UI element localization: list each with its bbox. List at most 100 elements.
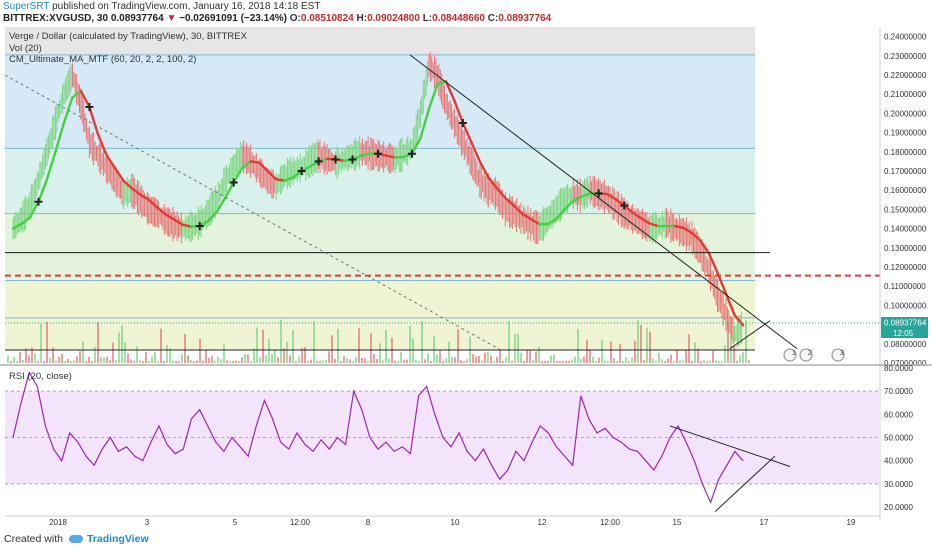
volume-bar (61, 353, 63, 363)
time-axis[interactable]: 2018 3 5 12:00 8 10 12 12:00 15 17 19 (49, 518, 856, 527)
volume-bar (142, 360, 144, 363)
volume-bar (199, 338, 201, 363)
volume-bar (475, 356, 477, 363)
volume-bar (268, 339, 270, 363)
fib-top-band (5, 27, 755, 55)
volume-bar (502, 360, 504, 363)
ma-segment-down (444, 80, 456, 102)
volume-bar (7, 355, 9, 363)
rsi-tick-label: 70.0000 (884, 387, 913, 396)
volume-bar (367, 360, 369, 363)
volume-bar (271, 353, 273, 363)
volume-bar (490, 355, 492, 363)
volume-bar (433, 335, 435, 363)
low-value: 0.08448660 (432, 13, 485, 24)
volume-bar (604, 360, 606, 363)
volume-bar (307, 360, 309, 363)
event-flag-icon[interactable] (799, 348, 813, 362)
ma-segment-down (512, 204, 524, 216)
volume-bar (400, 351, 402, 363)
time-tick-label: 12 (538, 518, 547, 527)
ma-segment-down (266, 169, 278, 181)
author-link[interactable]: SuperSRT (3, 1, 50, 12)
volume-bar (160, 328, 162, 363)
volume-bar (286, 341, 288, 363)
volume-bar (289, 355, 291, 363)
volume-bar (157, 360, 159, 363)
price-change: −0.02691091 (−23.14%) (179, 13, 287, 24)
current-price-text: 0.08937764 (884, 319, 927, 328)
volume-bar (358, 328, 360, 363)
rsi-legend: RSI (20, close) (9, 371, 72, 382)
open-label: O: (289, 13, 301, 24)
symbol-label: BITTREX:XVGUSD, 30 (3, 13, 109, 24)
volume-bar (16, 360, 18, 363)
volume-bar (202, 360, 204, 363)
rsi-tick-label: 20.0000 (884, 503, 913, 512)
volume-bar (535, 351, 537, 363)
tradingview-brand[interactable]: TradingView (86, 533, 149, 545)
volume-bar (238, 360, 240, 363)
price-tick-label: 0.24000000 (884, 33, 927, 42)
volume-bar (610, 341, 612, 363)
volume-bar (340, 360, 342, 363)
volume-bar (301, 348, 303, 363)
trendlines (4, 54, 798, 350)
volume-bar (565, 360, 567, 363)
volume-bar (730, 330, 732, 363)
volume-bar (337, 328, 339, 363)
volume-bar (100, 357, 102, 363)
ma-segment-up (410, 137, 422, 155)
volume-bar (88, 356, 90, 363)
volume-bar (613, 358, 615, 363)
event-flag-icon[interactable] (831, 348, 845, 362)
ma-segment-down (173, 218, 184, 226)
ma-segment-down (453, 99, 465, 125)
volume-bar (97, 321, 99, 363)
volume-bar (538, 346, 540, 363)
volume-bar (409, 325, 411, 363)
volume-bar (571, 359, 573, 363)
volume-bar (607, 360, 609, 363)
event-count: 1 (792, 350, 796, 357)
volume-bar (394, 360, 396, 363)
volume-bar (187, 355, 189, 363)
volume-bar (346, 358, 348, 363)
event-flag-icon[interactable] (783, 348, 797, 362)
price-tick-label: 0.12000000 (884, 263, 927, 272)
volume-bar (415, 360, 417, 363)
ma-segment-down (707, 252, 719, 274)
volume-bar (151, 356, 153, 363)
last-price: 0.08937764 (110, 13, 164, 24)
volume-bar (418, 360, 420, 363)
volume-bar (364, 358, 366, 363)
volume-bar (355, 356, 357, 363)
rsi-descending-line (669, 425, 791, 467)
ma-segment-down (724, 292, 736, 317)
ma-segment-up (563, 199, 575, 211)
volume-bar (694, 342, 696, 363)
rsi-axis[interactable]: 80.0000 70.0000 60.0000 50.0000 40.0000 30.00… (884, 364, 913, 512)
volume-bar (523, 360, 525, 363)
volume-bar (655, 360, 657, 363)
ma-segment-down (164, 213, 176, 221)
volume-bar (274, 349, 276, 363)
ma-segment-up (291, 169, 303, 179)
volume-bar (370, 333, 372, 363)
volume-bar (706, 360, 708, 363)
volume-bar (547, 360, 549, 363)
volume-bar (532, 359, 534, 363)
time-tick-label: 15 (673, 518, 682, 527)
ma-segment-down (274, 178, 286, 182)
ma-segment-up (224, 181, 235, 200)
volume-bar (715, 360, 717, 363)
price-tick-label: 0.18000000 (884, 148, 927, 157)
high-label: H: (356, 13, 368, 24)
volume-bar (586, 339, 588, 363)
event-tags[interactable]: 1 2 3 (783, 348, 845, 362)
volume-bar (319, 360, 321, 363)
ma-segment-up (71, 89, 83, 99)
volume-bar (589, 350, 591, 363)
volume-bar (478, 355, 480, 363)
